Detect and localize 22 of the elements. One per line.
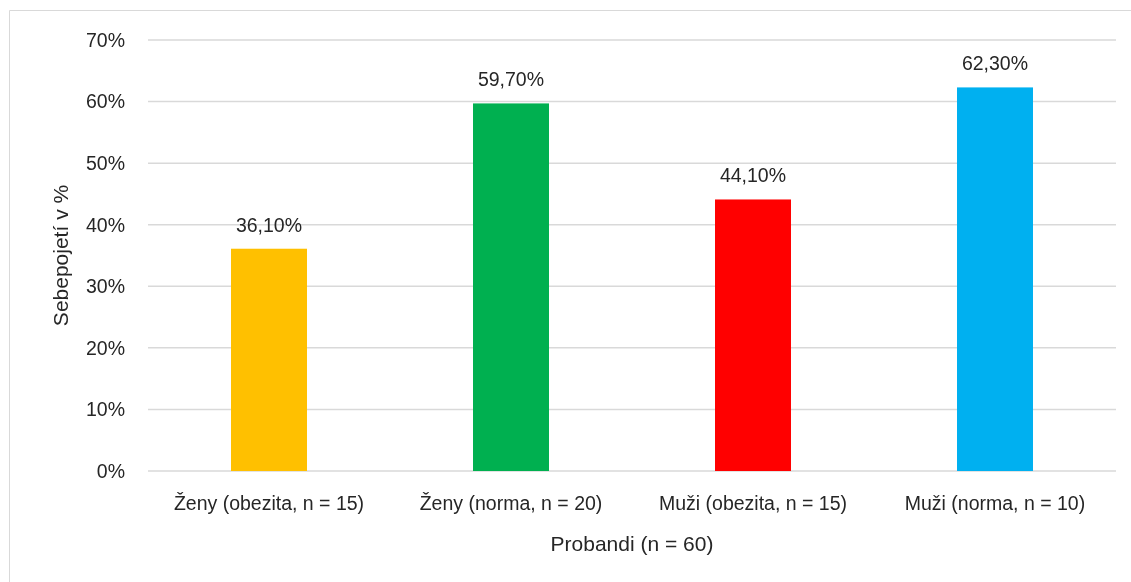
x-axis-title: Probandi (n = 60)	[550, 532, 714, 555]
y-tick-label: 20%	[85, 336, 125, 359]
x-tick-label: Muži (obezita, n = 15)	[658, 492, 848, 514]
y-tick-label: 60%	[85, 90, 125, 113]
y-tick-label: 40%	[85, 213, 125, 236]
data-label: 44,10%	[719, 164, 787, 187]
bar	[473, 103, 549, 471]
x-tick-label: Muži (norma, n = 10)	[904, 492, 1086, 514]
data-label: 62,30%	[961, 52, 1029, 75]
x-tick-label: Ženy (norma, n = 20)	[419, 492, 603, 514]
y-axis-title: Sebepojetí v %	[49, 184, 72, 327]
x-tick-label: Ženy (obezita, n = 15)	[173, 492, 365, 514]
bar	[957, 87, 1033, 471]
data-label: 36,10%	[235, 213, 303, 236]
bar	[231, 248, 307, 471]
y-tick-label: 10%	[85, 398, 125, 421]
y-tick-label: 50%	[85, 151, 125, 174]
y-tick-label: 30%	[85, 275, 125, 298]
y-tick-label: 70%	[85, 28, 125, 51]
y-tick-label: 0%	[96, 459, 125, 482]
bar	[715, 199, 791, 471]
data-label: 59,70%	[477, 68, 545, 91]
